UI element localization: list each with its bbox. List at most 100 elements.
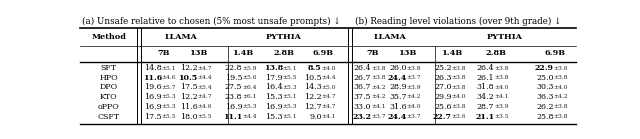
Text: ±5.4: ±5.4: [198, 85, 212, 90]
Text: ±4.7: ±4.7: [321, 104, 336, 109]
Text: 6.9B: 6.9B: [312, 49, 333, 57]
Text: ±4.6: ±4.6: [162, 75, 177, 80]
Text: ±3.5: ±3.5: [494, 114, 509, 119]
Text: 31.6: 31.6: [389, 103, 407, 111]
Text: 12.2: 12.2: [180, 64, 198, 72]
Text: 28.9: 28.9: [389, 83, 407, 91]
Text: 12.2: 12.2: [180, 93, 198, 101]
Text: 23.2: 23.2: [352, 113, 371, 121]
Text: ±4.7: ±4.7: [198, 66, 212, 71]
Text: 27.0: 27.0: [434, 83, 451, 91]
Text: 18.0: 18.0: [180, 113, 198, 121]
Text: 12.2: 12.2: [304, 93, 321, 101]
Text: ±4.2: ±4.2: [371, 95, 386, 99]
Text: ±4.6: ±4.6: [198, 104, 212, 109]
Text: ±3.8: ±3.8: [371, 66, 386, 71]
Text: 2.8B: 2.8B: [274, 49, 295, 57]
Text: ±5.9: ±5.9: [242, 66, 257, 71]
Text: ±5.6: ±5.6: [242, 75, 257, 80]
Text: 34.2: 34.2: [477, 93, 494, 101]
Text: (a) Unsafe relative to chosen (5% most unsafe prompts) ↓: (a) Unsafe relative to chosen (5% most u…: [82, 17, 341, 26]
Text: ±3.9: ±3.9: [494, 104, 509, 109]
Text: ±4.1: ±4.1: [371, 104, 386, 109]
Text: ±5.3: ±5.3: [283, 104, 298, 109]
Text: 2.8B: 2.8B: [485, 49, 506, 57]
Text: 16.9: 16.9: [225, 103, 242, 111]
Text: ±4.1: ±4.1: [321, 114, 336, 119]
Text: 26.3: 26.3: [434, 74, 451, 82]
Text: ±5.5: ±5.5: [162, 114, 177, 119]
Text: ±3.7: ±3.7: [407, 75, 422, 80]
Text: ±4.4: ±4.4: [321, 75, 336, 80]
Text: ±5.1: ±5.1: [283, 114, 298, 119]
Text: 11.6: 11.6: [180, 103, 198, 111]
Text: ±5.1: ±5.1: [283, 66, 298, 71]
Text: ±3.8: ±3.8: [494, 75, 509, 80]
Text: Method: Method: [92, 33, 126, 41]
Text: DPO: DPO: [100, 83, 118, 91]
Text: ±3.8: ±3.8: [494, 66, 509, 71]
Text: ±3.8: ±3.8: [371, 75, 386, 80]
Text: ±4.7: ±4.7: [321, 95, 336, 99]
Text: ±3.6: ±3.6: [451, 114, 466, 119]
Text: 26.4: 26.4: [353, 64, 371, 72]
Text: 13.8: 13.8: [264, 64, 283, 72]
Text: ±4.4: ±4.4: [242, 114, 257, 119]
Text: 30.3: 30.3: [536, 83, 554, 91]
Text: ±5.7: ±5.7: [162, 85, 177, 90]
Text: 29.9: 29.9: [434, 93, 451, 101]
Text: 26.7: 26.7: [354, 74, 371, 82]
Text: 6.9B: 6.9B: [545, 49, 566, 57]
Text: ±3.7: ±3.7: [407, 114, 422, 119]
Text: ±3.6: ±3.6: [554, 66, 568, 71]
Text: 24.4: 24.4: [387, 74, 407, 82]
Text: ±3.8: ±3.8: [554, 104, 568, 109]
Text: 15.3: 15.3: [265, 93, 283, 101]
Text: 26.2: 26.2: [536, 103, 554, 111]
Text: 25.2: 25.2: [434, 64, 451, 72]
Text: ±4.1: ±4.1: [494, 95, 509, 99]
Text: 9.0: 9.0: [309, 113, 321, 121]
Text: ±4.0: ±4.0: [554, 85, 568, 90]
Text: 27.5: 27.5: [225, 83, 242, 91]
Text: 7B: 7B: [366, 49, 379, 57]
Text: 28.7: 28.7: [477, 103, 494, 111]
Text: ±5.1: ±5.1: [283, 95, 298, 99]
Text: 35.7: 35.7: [389, 93, 407, 101]
Text: 16.9: 16.9: [265, 103, 283, 111]
Text: 17.5: 17.5: [144, 113, 162, 121]
Text: ±5.0: ±5.0: [321, 85, 336, 90]
Text: 1.4B: 1.4B: [442, 49, 463, 57]
Text: 19.6: 19.6: [144, 83, 162, 91]
Text: ±3.8: ±3.8: [451, 104, 466, 109]
Text: ±5.1: ±5.1: [162, 66, 177, 71]
Text: 33.0: 33.0: [354, 103, 371, 111]
Text: oPPO: oPPO: [98, 103, 120, 111]
Text: 25.0: 25.0: [536, 74, 554, 82]
Text: ±5.5: ±5.5: [283, 75, 298, 80]
Text: 17.5: 17.5: [180, 83, 198, 91]
Text: ±6.1: ±6.1: [242, 95, 257, 99]
Text: 16.9: 16.9: [144, 93, 162, 101]
Text: 26.0: 26.0: [389, 64, 407, 72]
Text: ±5.3: ±5.3: [162, 104, 177, 109]
Text: 25.8: 25.8: [536, 113, 554, 121]
Text: HPO: HPO: [99, 74, 118, 82]
Text: ±3.8: ±3.8: [554, 75, 568, 80]
Text: ±4.4: ±4.4: [198, 75, 212, 80]
Text: 14.8: 14.8: [144, 64, 162, 72]
Text: ±3.8: ±3.8: [407, 66, 421, 71]
Text: ±3.7: ±3.7: [371, 114, 386, 119]
Text: 22.8: 22.8: [225, 64, 242, 72]
Text: ±5.3: ±5.3: [283, 85, 298, 90]
Text: 23.8: 23.8: [225, 93, 242, 101]
Text: 31.8: 31.8: [477, 83, 494, 91]
Text: ±4.2: ±4.2: [371, 85, 386, 90]
Text: PYTHIA: PYTHIA: [486, 33, 522, 41]
Text: 37.5: 37.5: [354, 93, 371, 101]
Text: 10.5: 10.5: [179, 74, 198, 82]
Text: SFT: SFT: [100, 64, 116, 72]
Text: ±4.2: ±4.2: [407, 95, 421, 99]
Text: ±3.8: ±3.8: [451, 75, 466, 80]
Text: ±4.0: ±4.0: [494, 85, 509, 90]
